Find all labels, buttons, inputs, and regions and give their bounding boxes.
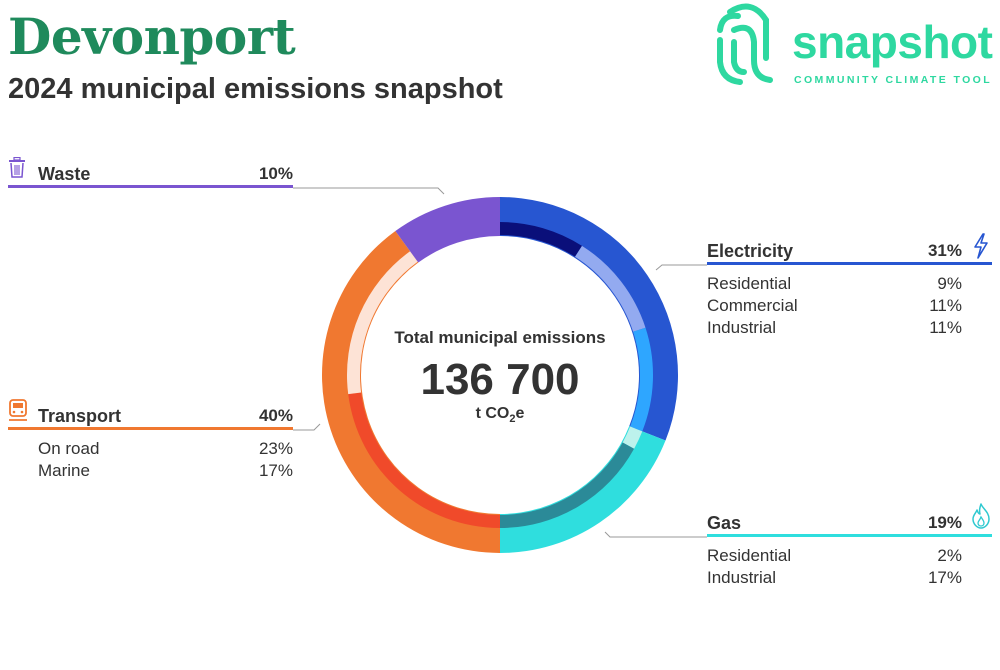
subcategory-percent: 2% — [937, 546, 962, 565]
unit-text: t CO — [475, 405, 510, 422]
donut-rings — [322, 197, 679, 553]
subcategory-name: Residential — [707, 546, 792, 565]
logo-tagline: COMMUNITY CLIMATE TOOL — [794, 74, 993, 86]
subcategory-name: On road — [38, 439, 100, 458]
snapshot-logo: snapshot COMMUNITY CLIMATE TOOL — [712, 0, 1000, 95]
category-header: Waste 10% — [8, 162, 293, 188]
donut-subsegment-gas-industrial — [500, 442, 635, 528]
donut-subsegment-electricity-commercial — [575, 245, 646, 332]
category-rule — [707, 534, 992, 537]
category-name: Electricity — [707, 241, 794, 261]
donut-segment-electricity — [500, 197, 679, 441]
page-title: Devonport — [8, 7, 296, 66]
subcategory-percent: 17% — [258, 461, 293, 480]
subcategory-row: Industrial 11% — [707, 315, 992, 337]
total-title: Total municipal emissions — [394, 328, 606, 347]
subcategory-row: Commercial 11% — [707, 293, 992, 315]
logo-wordmark: snapshot — [792, 16, 993, 68]
subcategory-percent: 11% — [929, 318, 962, 337]
category-percent: 10% — [258, 164, 293, 183]
category-header: Electricity 31% — [707, 239, 992, 265]
subcategory-row: Industrial 17% — [707, 565, 992, 587]
category-waste: Waste 10% — [8, 157, 293, 188]
unit-subscript: 2 — [509, 413, 516, 426]
donut-subsegment-transport-marine — [347, 251, 418, 395]
category-percent: 19% — [927, 513, 962, 532]
leader-line-gas — [604, 531, 707, 538]
subcategory-percent: 17% — [927, 568, 962, 587]
category-header: Gas 19% — [707, 511, 992, 537]
leader-line-waste — [293, 187, 445, 195]
category-rule — [8, 427, 293, 430]
category-percent: 31% — [927, 241, 962, 260]
subcategory-name: Industrial — [707, 318, 776, 337]
donut-subsegment-electricity-residential — [500, 222, 582, 257]
page-subtitle: 2024 municipal emissions snapshot — [8, 73, 503, 105]
donut-subsegment-gas-residential — [622, 426, 643, 449]
category-gas: Gas 19% Residential 2% Industrial 17% — [707, 503, 992, 587]
category-rule — [707, 262, 992, 265]
category-rule — [8, 185, 293, 188]
trash-bin-icon — [9, 157, 25, 178]
subcategory-name: Residential — [707, 274, 792, 293]
category-header: Transport 40% — [8, 404, 293, 430]
category-name: Transport — [38, 406, 122, 426]
leader-line-electricity — [655, 264, 707, 271]
fingerprint-logo-icon — [717, 3, 773, 85]
category-percent: 40% — [258, 406, 293, 425]
train-icon — [9, 399, 27, 421]
subcategory-row: Residential 2% — [707, 543, 992, 565]
category-name: Waste — [38, 164, 91, 184]
total-unit: t CO2e — [380, 405, 620, 425]
subcategory-name: Commercial — [707, 296, 798, 315]
subcategory-row: On road 23% — [8, 436, 293, 458]
donut-segment-waste — [395, 197, 500, 263]
subcategory-percent: 9% — [937, 274, 962, 293]
leader-lines — [293, 187, 707, 538]
leader-line-transport — [293, 423, 321, 431]
subcategory-row: Marine 17% — [8, 458, 293, 480]
category-name: Gas — [707, 513, 742, 533]
unit-suffix: e — [515, 405, 525, 422]
donut-subsegment-electricity-industrial — [630, 327, 653, 432]
subcategory-name: Industrial — [707, 568, 776, 587]
subcategory-row: Residential 9% — [707, 271, 992, 293]
total-value: 136 700 — [420, 355, 580, 404]
subcategory-percent: 23% — [258, 439, 293, 458]
subcategory-name: Marine — [38, 461, 90, 480]
lightning-icon — [974, 233, 988, 259]
category-electricity: Electricity 31% Residential 9% Commercia… — [707, 233, 992, 337]
donut-subsegment-transport-on-road — [348, 392, 500, 529]
category-transport: Transport 40% On road 23% Marine 17% — [8, 399, 293, 480]
subcategory-percent: 11% — [929, 296, 962, 315]
flame-icon — [972, 503, 990, 529]
